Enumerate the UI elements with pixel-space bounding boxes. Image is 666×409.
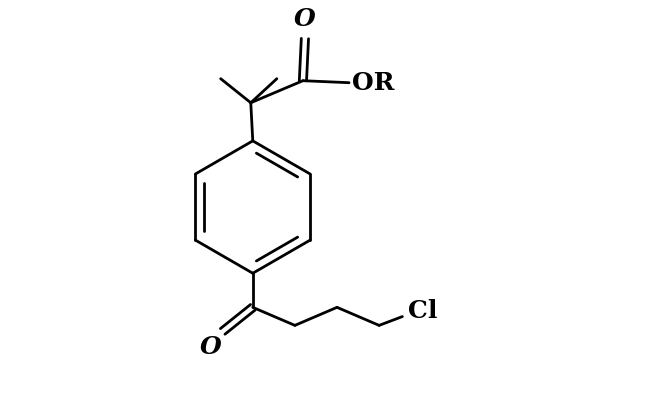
Text: Cl: Cl xyxy=(408,299,438,324)
Text: O: O xyxy=(294,7,316,31)
Text: OR: OR xyxy=(352,71,395,95)
Text: O: O xyxy=(200,335,222,360)
